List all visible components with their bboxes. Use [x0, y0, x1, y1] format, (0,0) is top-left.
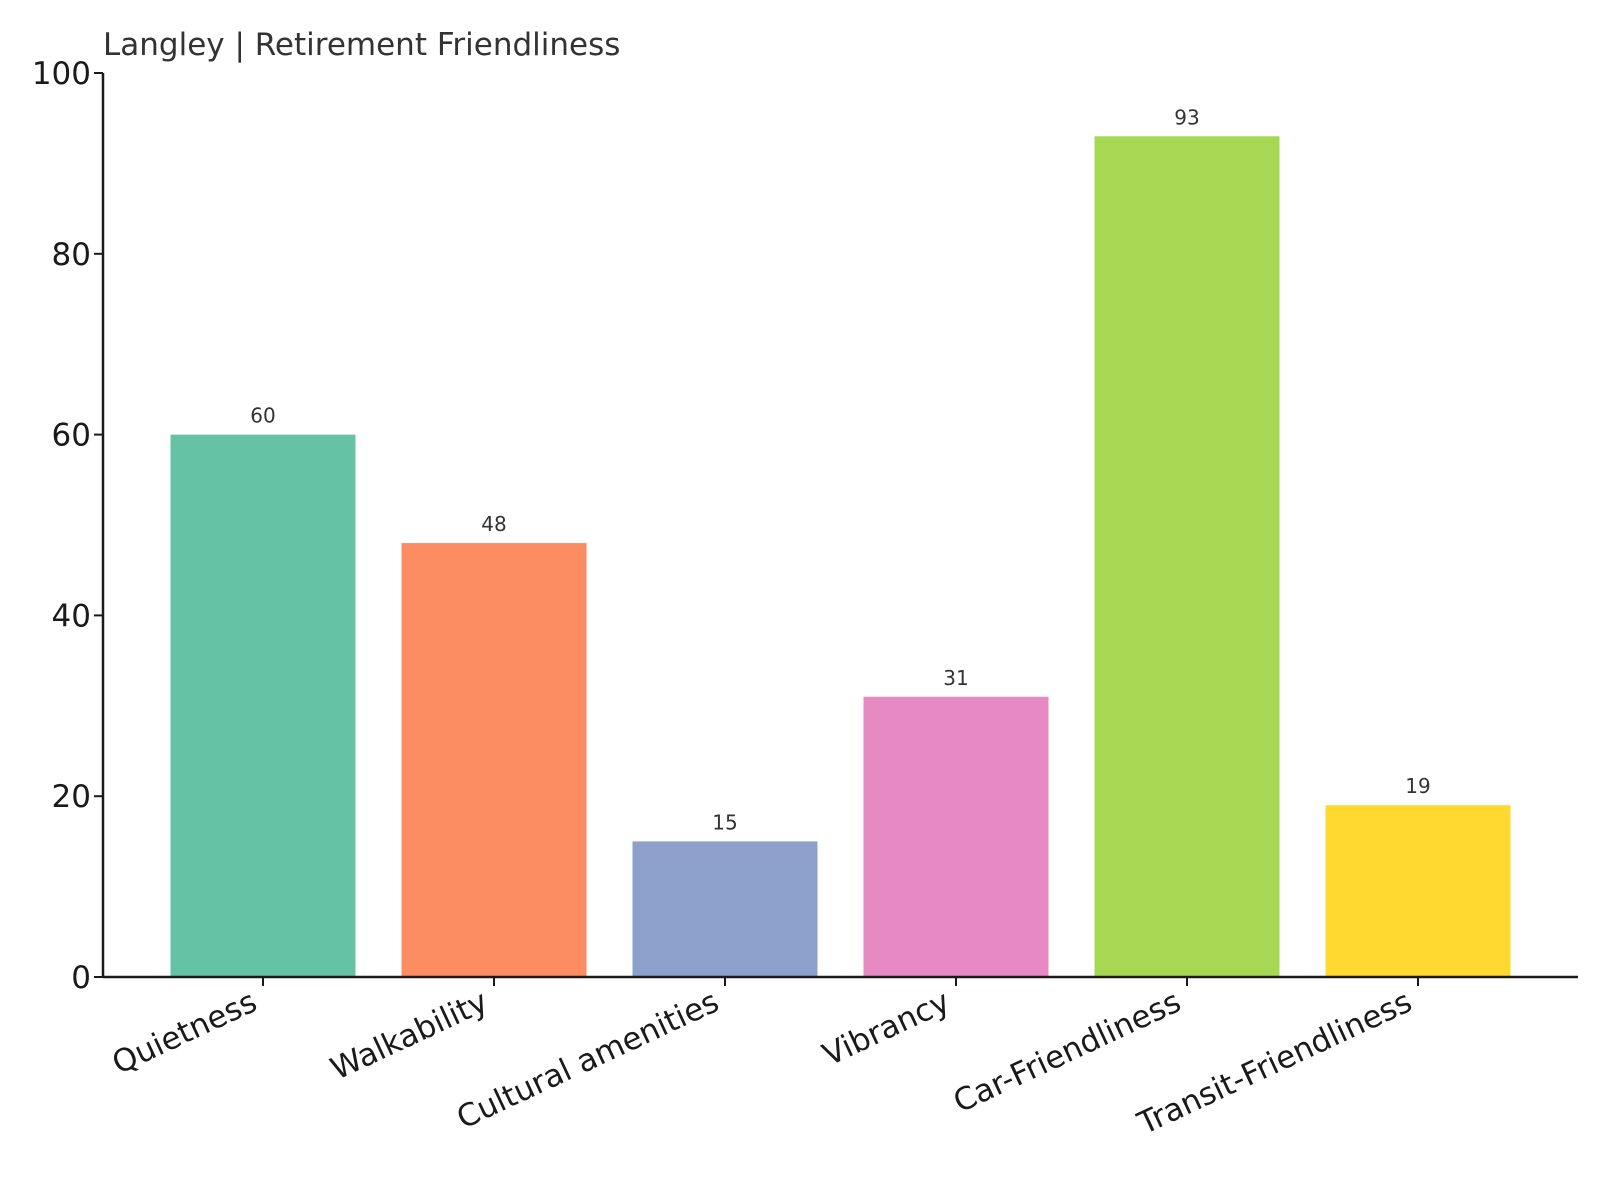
data-label: 93 — [1174, 105, 1199, 129]
bar — [170, 434, 356, 978]
bar — [1325, 805, 1511, 977]
y-tick-label: 20 — [52, 779, 91, 815]
bars-layer — [170, 136, 1511, 978]
bar — [632, 841, 818, 977]
data-label: 19 — [1405, 774, 1430, 798]
x-tick-label: Car-Friendliness — [948, 984, 1186, 1121]
data-label: 60 — [250, 404, 275, 428]
y-axis: 0 20 40 60 80 100 — [32, 56, 105, 996]
data-label: 31 — [943, 666, 968, 690]
x-tick-label: Walkability — [325, 984, 493, 1088]
bar — [1094, 136, 1280, 977]
data-label: 48 — [481, 512, 506, 536]
data-label: 15 — [712, 810, 737, 834]
x-tick-label: Quietness — [107, 984, 263, 1082]
y-tick-label: 80 — [52, 237, 91, 273]
x-tick-label: Vibrancy — [817, 984, 955, 1074]
x-tick-label: Cultural amenities — [451, 984, 724, 1137]
y-tick-label: 0 — [71, 960, 91, 996]
chart-title: Langley | Retirement Friendliness — [103, 27, 620, 63]
y-tick-label: 60 — [52, 418, 91, 454]
bar — [401, 543, 587, 977]
y-tick-label: 40 — [52, 598, 91, 634]
bar — [863, 696, 1049, 977]
data-labels-layer: 60 48 15 31 93 19 — [250, 105, 1430, 834]
y-tick-label: 100 — [32, 56, 91, 92]
